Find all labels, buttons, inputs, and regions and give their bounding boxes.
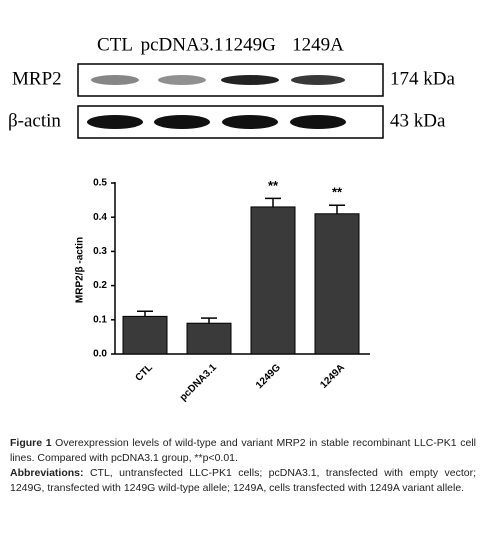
x-tick-label: 1249G	[254, 362, 283, 391]
blot-band	[291, 75, 345, 85]
y-axis-label: MRP2/β -actin	[75, 237, 86, 303]
figure-text: Overexpression levels of wild-type and v…	[10, 437, 477, 464]
blot-band	[91, 75, 139, 85]
blot-band	[222, 115, 278, 129]
y-tick-label: 0.1	[93, 314, 107, 325]
caption-figure: Figure 1 Overexpression levels of wild-t…	[10, 436, 476, 466]
figure: MRP2 β-actin 174 kDa 43 kDa MRP2/β -acti…	[8, 34, 455, 403]
y-tick-label: 0.2	[93, 280, 107, 291]
lane-label: 1249A	[292, 34, 344, 55]
blot-band	[158, 75, 206, 85]
blot-row-label: MRP2	[12, 68, 62, 89]
blot-frame	[77, 105, 384, 139]
lane-label: 1249G	[224, 34, 276, 55]
blot-row-label: β-actin	[8, 110, 61, 131]
y-tick-label: 0.4	[93, 212, 107, 223]
abbreviations-label: Abbreviations:	[10, 467, 84, 479]
abbreviations-text: CTL, untransfected LLC-PK1 cells; pcDNA3…	[10, 467, 476, 494]
y-tick-label: 0.5	[93, 178, 107, 189]
bar	[186, 322, 232, 355]
figure-label: Figure 1	[10, 437, 52, 449]
y-tick-label: 0.0	[93, 349, 107, 360]
caption-abbreviations: Abbreviations: CTL, untransfected LLC-PK…	[10, 466, 476, 496]
blot-size: 174 kDa	[390, 68, 455, 89]
blot-frame	[77, 63, 384, 97]
blot-band	[87, 115, 143, 129]
bar	[314, 213, 360, 355]
significance-label: **	[332, 185, 343, 200]
bar	[122, 315, 168, 355]
lane-label: pcDNA3.1	[141, 34, 224, 55]
bar	[250, 206, 296, 355]
blot-band	[154, 115, 210, 129]
blot-size: 43 kDa	[390, 110, 446, 131]
x-tick-label: 1249A	[318, 362, 347, 391]
x-tick-label: CTL	[133, 362, 155, 384]
blot-band	[290, 115, 346, 129]
lane-label: CTL	[97, 34, 133, 55]
x-tick-label: pcDNA3.1	[178, 362, 219, 403]
caption: Figure 1 Overexpression levels of wild-t…	[10, 436, 476, 496]
y-tick-label: 0.3	[93, 246, 107, 257]
blot-band	[221, 75, 279, 85]
significance-label: **	[268, 178, 279, 193]
